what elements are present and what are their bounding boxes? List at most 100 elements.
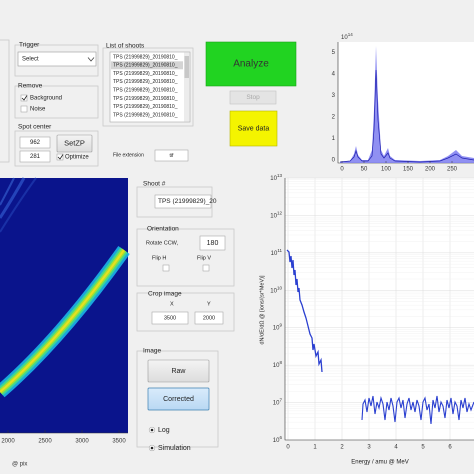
tick-base: 10 <box>270 288 277 294</box>
y-tick-label: 4 <box>332 72 336 78</box>
tick-exponent: 12 <box>277 211 283 216</box>
checkbox[interactable] <box>162 264 170 272</box>
tick-base: 10 <box>273 400 280 406</box>
tick-base: 10 <box>270 176 277 182</box>
y-tick-label: 107 <box>273 398 283 406</box>
y-tick-label: 3 <box>332 93 336 99</box>
panel-title: Image <box>143 348 161 355</box>
list-item[interactable]: TPS (21999829)_20190810_ <box>113 112 178 118</box>
list-title: List of shoots <box>106 43 145 50</box>
panel-title: Spot center <box>18 124 52 131</box>
checkbox[interactable] <box>56 153 64 161</box>
button-label[interactable]: Analyze <box>233 59 269 70</box>
button <box>229 90 277 105</box>
panel <box>14 44 99 77</box>
button-label[interactable]: Save data <box>238 125 270 132</box>
list-item[interactable]: TPS (21999829)_20190810_ <box>113 88 178 94</box>
checkbox-label[interactable]: Noise <box>30 107 46 113</box>
dropdown[interactable] <box>17 51 97 67</box>
axis-label: @ pix <box>12 462 27 468</box>
input-value[interactable]: 281 <box>30 154 41 160</box>
dropdown-value[interactable]: Select <box>22 57 39 63</box>
input-value[interactable]: 962 <box>30 140 41 146</box>
checkbox-label[interactable]: Flip H <box>152 255 166 261</box>
axis-label: Energy / amu @ MeV <box>351 460 408 466</box>
panel-title: Orientation <box>147 226 179 233</box>
input-value[interactable]: tif <box>170 153 175 159</box>
check-mark <box>57 154 64 160</box>
axes <box>284 178 474 441</box>
x-tick-label: 2000 <box>1 439 15 445</box>
radio-label[interactable]: Simulation <box>158 445 191 452</box>
tick-labels: 0 50 100 150 200 250 0 1 2 3 4 5 <box>332 50 458 173</box>
input-value[interactable]: TPS (21999829)_20 <box>158 198 217 205</box>
input-value[interactable]: 2000 <box>203 315 215 321</box>
detector-image <box>0 178 128 433</box>
input-value[interactable]: 3500 <box>164 315 176 321</box>
button[interactable] <box>56 134 93 153</box>
x-tick-label: 6 <box>448 445 452 451</box>
tick-exponent: 7 <box>279 398 282 403</box>
tick-base: 10 <box>271 250 278 256</box>
x-tick-label: 100 <box>381 167 392 173</box>
button-label[interactable]: SetZP <box>64 138 85 147</box>
text-input[interactable] <box>19 136 51 149</box>
spectrum-line <box>286 249 323 373</box>
x-tick-label: 50 <box>361 167 368 173</box>
checkbox[interactable] <box>20 105 28 113</box>
list-item[interactable]: TPS (21999829)_20190810_ <box>113 79 178 85</box>
panel <box>136 350 219 448</box>
field-label: X <box>170 301 174 307</box>
panel <box>14 85 99 119</box>
panel-title: Crop image <box>148 291 182 298</box>
x-tick-label: 4 <box>394 445 398 451</box>
button-label[interactable]: Corrected <box>163 396 194 403</box>
dropdown-arrow[interactable] <box>87 57 95 62</box>
input-value[interactable]: 180 <box>207 240 219 247</box>
x-tick-label: 2500 <box>38 439 52 445</box>
panel <box>136 186 213 218</box>
x-tick-label: 0 <box>286 445 290 451</box>
text-input[interactable] <box>19 150 51 163</box>
button-label[interactable]: Raw <box>171 368 186 375</box>
button[interactable] <box>147 359 210 383</box>
y-tick-label: 106 <box>273 435 283 443</box>
list-item[interactable]: TPS (21999829)_20190810_ <box>113 54 178 60</box>
tick-base: 10 <box>270 213 277 219</box>
checkbox-label[interactable]: Optimize <box>65 155 89 161</box>
text-input[interactable] <box>154 194 212 209</box>
tick-exponent: 10 <box>277 285 283 290</box>
checkbox[interactable] <box>202 264 210 272</box>
scroll-thumb[interactable] <box>184 56 190 78</box>
panel-title: Trigger <box>19 42 40 49</box>
checkbox-label[interactable]: Background <box>30 96 62 102</box>
list-item[interactable]: TPS (21999829)_20190810_ <box>113 104 178 110</box>
checkbox-label[interactable]: Flip V <box>197 255 211 261</box>
scrollbar[interactable] <box>184 52 190 122</box>
list-item[interactable]: TPS (21999829)_20190810_ <box>113 63 178 69</box>
panel <box>14 130 99 167</box>
text-input[interactable] <box>151 311 189 325</box>
x-tick-label: 5 <box>421 445 425 451</box>
tick-exponent: 11 <box>277 248 282 253</box>
image-traces <box>0 177 130 398</box>
tick-base: 10 <box>273 325 280 331</box>
list-item[interactable]: TPS (21999829)_20190810_ <box>113 96 178 102</box>
button[interactable] <box>147 387 210 411</box>
text-input[interactable] <box>199 235 226 251</box>
tick-exponent: 8 <box>279 360 282 365</box>
text-input[interactable] <box>194 311 224 325</box>
list-item[interactable]: TPS (21999829)_20190810_ <box>113 71 178 77</box>
panel <box>102 47 194 127</box>
radio-label[interactable]: Log <box>158 427 170 434</box>
button[interactable] <box>229 110 278 147</box>
x-tick-label: 0 <box>340 167 344 173</box>
text-input[interactable] <box>154 149 189 162</box>
x-tick-label: 200 <box>425 167 436 173</box>
y-tick-label: 109 <box>273 323 283 331</box>
button[interactable] <box>205 41 297 87</box>
checkbox[interactable] <box>20 94 28 102</box>
plot-area <box>285 178 474 440</box>
